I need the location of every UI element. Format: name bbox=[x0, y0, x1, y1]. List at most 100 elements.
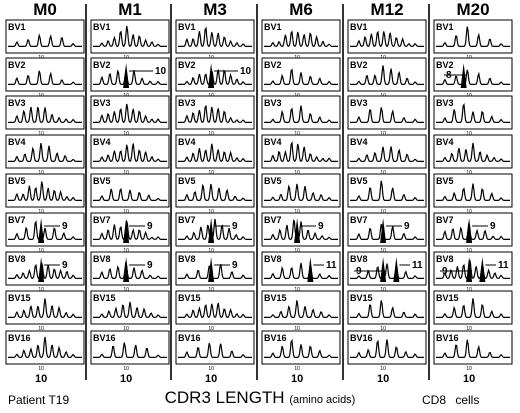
bv-family-label: BV7 bbox=[350, 215, 368, 225]
tick-label: 10 bbox=[123, 131, 129, 137]
highlighted-peak bbox=[38, 218, 45, 243]
spectratype-trace bbox=[264, 262, 338, 279]
spectratype-trace bbox=[178, 264, 252, 279]
histogram-panel bbox=[5, 19, 85, 54]
bv-family-label: BV8 bbox=[8, 254, 26, 264]
spectratype-trace bbox=[178, 183, 252, 202]
highlighted-peak bbox=[466, 257, 473, 282]
bv-family-label: BV3 bbox=[93, 98, 111, 108]
bv-family-label: BV5 bbox=[8, 176, 26, 186]
histogram-panel bbox=[90, 95, 170, 130]
histogram-panel bbox=[433, 330, 513, 365]
histogram-panel bbox=[5, 95, 85, 130]
spectratype-trace bbox=[436, 69, 510, 85]
histogram-panel bbox=[175, 251, 255, 286]
bv-family-label: BV5 bbox=[178, 176, 196, 186]
x-axis-tick-10: 10 bbox=[463, 373, 475, 385]
spectratype-trace bbox=[264, 300, 338, 319]
peak-length-annotation: 9 bbox=[442, 266, 448, 277]
histogram-panel bbox=[90, 330, 170, 365]
histogram-panel bbox=[175, 212, 255, 247]
spectratype-trace bbox=[350, 180, 424, 201]
bv-family-label: BV16 bbox=[93, 333, 116, 343]
spectratype-trace bbox=[350, 223, 424, 240]
spectratype-trace bbox=[436, 298, 510, 318]
histogram-panel bbox=[175, 330, 255, 365]
histogram-panel bbox=[261, 251, 341, 286]
bv-family-label: BV16 bbox=[264, 333, 287, 343]
spectratype-trace bbox=[178, 302, 252, 319]
histogram-panel bbox=[5, 251, 85, 286]
histogram-panel bbox=[433, 251, 513, 286]
tick-label: 10 bbox=[466, 326, 472, 332]
column-title: M20 bbox=[456, 0, 489, 19]
bv-family-label: BV1 bbox=[350, 22, 368, 32]
bv-family-label: BV15 bbox=[350, 293, 373, 303]
x-axis-tick-10: 10 bbox=[377, 373, 389, 385]
tick-label: 10 bbox=[466, 366, 472, 372]
bv-family-label: BV1 bbox=[178, 22, 196, 32]
bv-family-label: BV1 bbox=[436, 22, 454, 32]
bv-family-label: BV7 bbox=[178, 215, 196, 225]
spectratype-trace bbox=[350, 30, 424, 48]
spectratype-trace bbox=[8, 70, 82, 85]
histogram-panel bbox=[347, 173, 427, 208]
histogram-panel bbox=[347, 330, 427, 365]
highlighted-peak bbox=[307, 257, 314, 282]
spectratype-trace bbox=[178, 69, 252, 86]
spectratype-trace bbox=[436, 183, 510, 201]
spectratype-trace bbox=[350, 339, 424, 358]
spectratype-trace bbox=[264, 105, 338, 123]
spectratype-trace bbox=[93, 188, 167, 201]
bv-family-label: BV5 bbox=[350, 176, 368, 186]
tick-label: 10 bbox=[208, 287, 214, 293]
highlighted-peak bbox=[466, 218, 473, 243]
tick-label: 10 bbox=[123, 209, 129, 215]
tick-label: 10 bbox=[294, 131, 300, 137]
column-title: M3 bbox=[203, 0, 227, 19]
bv-family-label: BV4 bbox=[264, 137, 282, 147]
spectratype-trace bbox=[93, 103, 167, 123]
bv-family-label: BV16 bbox=[178, 333, 201, 343]
bv-family-label: BV7 bbox=[8, 215, 26, 225]
spectratype-trace bbox=[264, 68, 338, 85]
histogram-panel bbox=[90, 57, 170, 92]
highlighted-peak bbox=[123, 257, 130, 282]
histogram-panel bbox=[5, 330, 85, 365]
bv-family-label: BV4 bbox=[8, 137, 26, 147]
histogram-panel bbox=[261, 290, 341, 325]
peak-length-annotation: 8 bbox=[446, 70, 452, 81]
highlighted-peak bbox=[208, 257, 215, 282]
x-axis-title: CDR3 LENGTH (amino acids) bbox=[0, 388, 520, 408]
spectratype-trace bbox=[436, 142, 510, 163]
tick-label: 10 bbox=[208, 366, 214, 372]
histogram-panel bbox=[90, 19, 170, 54]
bv-family-label: BV8 bbox=[350, 254, 368, 264]
tick-label: 10 bbox=[208, 248, 214, 254]
bv-family-label: BV16 bbox=[436, 333, 459, 343]
histogram-panel bbox=[261, 95, 341, 130]
highlighted-peak bbox=[393, 257, 400, 282]
bv-family-label: BV2 bbox=[93, 60, 111, 70]
spectratype-trace bbox=[264, 183, 338, 202]
histogram-panel bbox=[175, 95, 255, 130]
histogram-panel bbox=[433, 134, 513, 169]
histogram-panel bbox=[5, 134, 85, 169]
highlighted-peak bbox=[380, 257, 387, 282]
peak-length-annotation: 11 bbox=[498, 260, 509, 271]
column-title: M1 bbox=[118, 0, 142, 19]
highlighted-peak bbox=[208, 218, 215, 243]
bv-family-label: BV15 bbox=[436, 293, 459, 303]
tick-label: 10 bbox=[123, 248, 129, 254]
histogram-panel bbox=[347, 19, 427, 54]
spectratype-trace bbox=[350, 300, 424, 318]
bv-family-label: BV15 bbox=[178, 293, 201, 303]
histogram-panel bbox=[5, 173, 85, 208]
histogram-panel bbox=[347, 251, 427, 286]
bv-family-label: BV16 bbox=[350, 333, 373, 343]
x-axis-title-unit: (amino acids) bbox=[289, 394, 356, 406]
tick-label: 10 bbox=[380, 366, 386, 372]
tick-label: 10 bbox=[208, 170, 214, 176]
tick-label: 10 bbox=[380, 170, 386, 176]
tick-label: 10 bbox=[380, 209, 386, 215]
